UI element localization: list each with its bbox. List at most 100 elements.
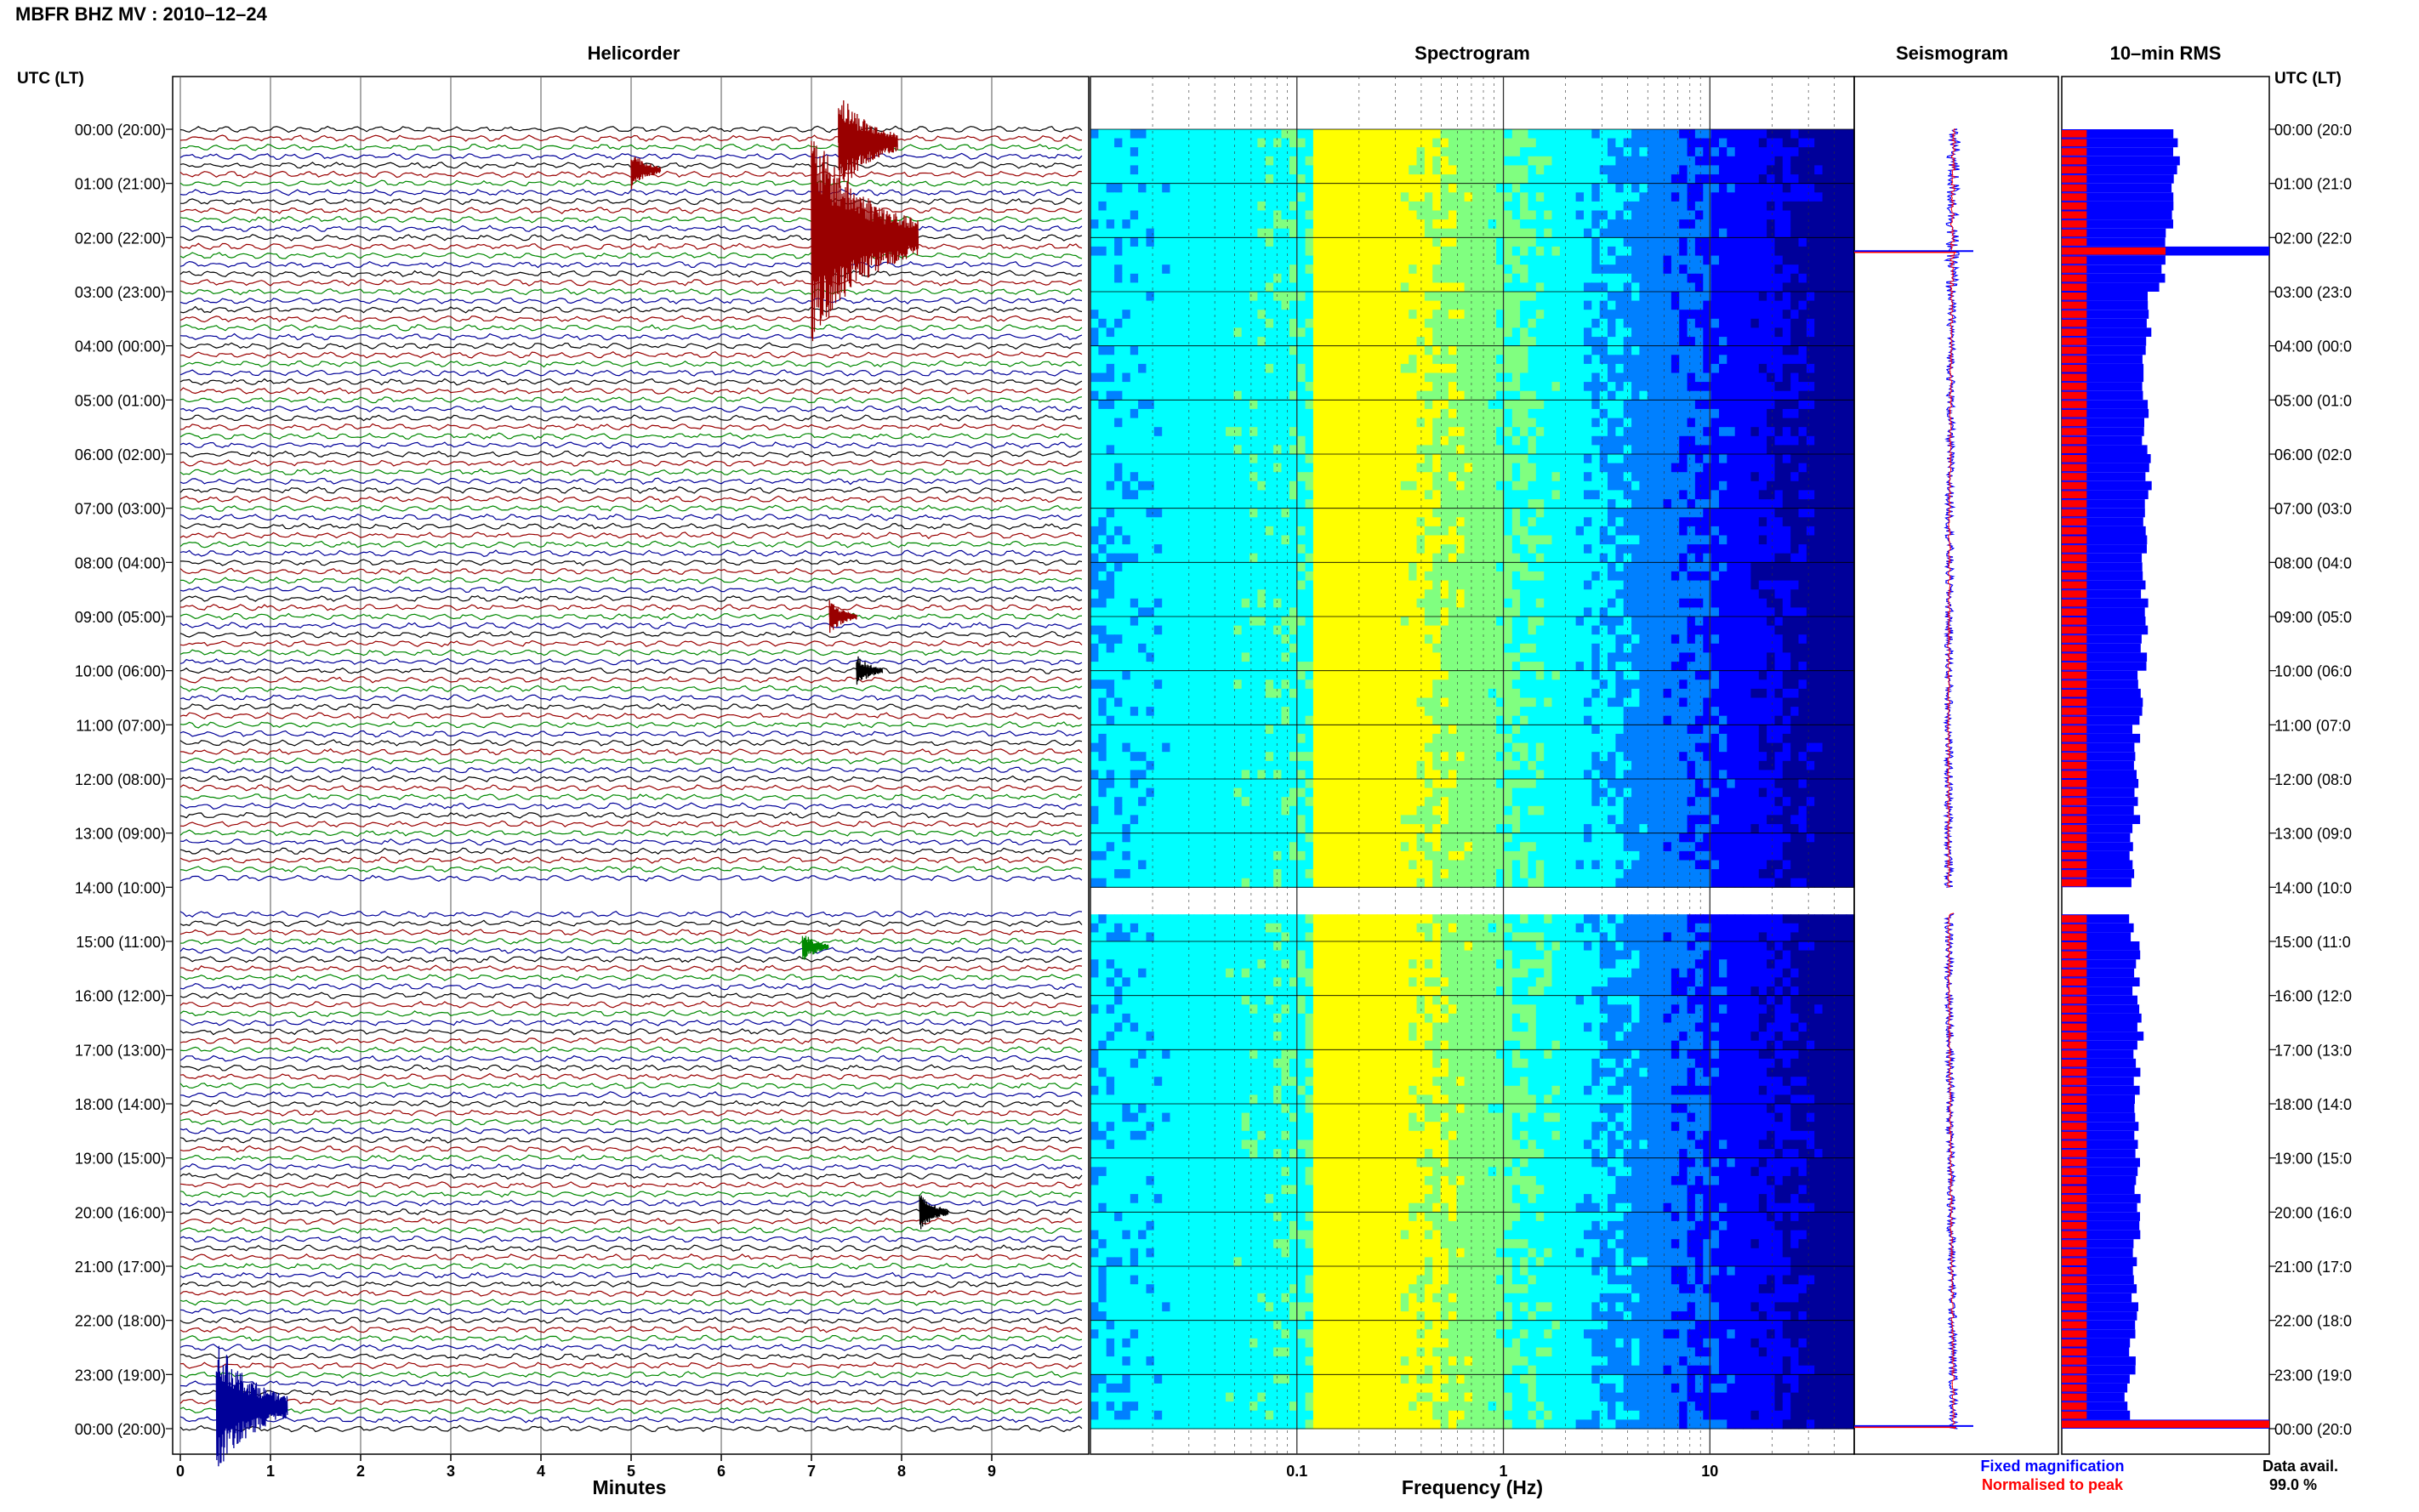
spectrogram-cell <box>1830 390 1839 401</box>
spectrogram-cell <box>1511 219 1521 230</box>
spectrogram-cell <box>1305 535 1314 545</box>
spectrogram-cell <box>1608 472 1616 482</box>
spectrogram-cell <box>1758 282 1767 293</box>
spectrogram-cell <box>1329 192 1338 202</box>
spectrogram-cell <box>1814 228 1824 238</box>
helicorder-trace <box>179 297 1083 304</box>
spectrogram-cell <box>1774 480 1784 491</box>
spectrogram-cell <box>1822 472 1831 482</box>
spectrogram-cell <box>1615 337 1625 347</box>
spectrogram-cell <box>1273 499 1283 509</box>
spectrogram-cell <box>1694 480 1704 491</box>
spectrogram-cell <box>1559 435 1568 446</box>
spectrogram-cell <box>1392 382 1402 392</box>
spectrogram-cell <box>1233 156 1243 166</box>
spectrogram-cell <box>1153 300 1163 310</box>
spectrogram-cell <box>1193 264 1203 275</box>
spectrogram-cell <box>1305 165 1314 175</box>
spectrogram-cell <box>1265 418 1274 428</box>
spectrogram-cell <box>1153 418 1163 428</box>
spectrogram-cell <box>1210 345 1219 355</box>
spectrogram-cell <box>1767 174 1776 185</box>
spectrogram-cell <box>1162 445 1171 455</box>
spectrogram-cell <box>1114 435 1124 446</box>
spectrogram-cell <box>1814 553 1824 563</box>
spectrogram-cell <box>1623 435 1632 446</box>
spectrogram-cell <box>1170 390 1179 401</box>
spectrogram-cell <box>1774 300 1784 310</box>
spectrogram-cell <box>1806 517 1815 527</box>
spectrogram-cell <box>1153 499 1163 509</box>
spectrogram-cell <box>1202 264 1210 275</box>
spectrogram-cell <box>1153 292 1163 302</box>
spectrogram-cell <box>1472 273 1481 283</box>
spectrogram-cell <box>1647 138 1656 148</box>
spectrogram-cell <box>1305 427 1314 437</box>
spectrogram-cell <box>1790 219 1800 230</box>
spectrogram-cell <box>1352 480 1362 491</box>
spectrogram-cell <box>1814 472 1824 482</box>
spectrogram-cell <box>1551 337 1561 347</box>
spectrogram-cell <box>1114 517 1124 527</box>
spectrogram-cell <box>1416 544 1426 554</box>
spectrogram-cell <box>1758 454 1767 464</box>
spectrogram-cell <box>1186 571 1195 582</box>
spectrogram-cell <box>1345 246 1354 257</box>
spectrogram-cell <box>1568 355 1577 365</box>
spectrogram-cell <box>1265 480 1274 491</box>
spectrogram-cell <box>1249 345 1259 355</box>
spectrogram-cell <box>1584 228 1592 238</box>
spectrogram-cell <box>1575 129 1585 139</box>
helicorder-trace <box>179 414 1083 422</box>
spectrogram-cell <box>1599 138 1608 148</box>
spectrogram-cell <box>1798 499 1807 509</box>
spectrogram-cell <box>1202 454 1210 464</box>
spectrogram-cell <box>1568 562 1577 572</box>
spectrogram-cell <box>1679 363 1688 374</box>
spectrogram-cell <box>1233 400 1243 410</box>
spectrogram-cell <box>1806 282 1815 293</box>
spectrogram-cell <box>1432 571 1442 582</box>
spectrogram-cell <box>1352 156 1362 166</box>
spectrogram-cell <box>1162 147 1171 157</box>
spectrogram-cell <box>1608 562 1616 572</box>
spectrogram-cell <box>1249 138 1259 148</box>
spectrogram-cell <box>1361 499 1369 509</box>
spectrogram-cell <box>1210 382 1219 392</box>
spectrogram-cell <box>1392 535 1402 545</box>
spectrogram-cell <box>1226 372 1234 383</box>
spectrogram-cell <box>1369 435 1378 446</box>
spectrogram-cell <box>1608 363 1616 374</box>
spectrogram-cell <box>1352 408 1362 419</box>
spectrogram-cell <box>1153 345 1163 355</box>
spectrogram-cell <box>1655 282 1665 293</box>
spectrogram-cell <box>1241 183 1250 193</box>
helicorder-trace <box>179 305 1083 314</box>
spectrogram-cell <box>1822 526 1831 537</box>
spectrogram-cell <box>1551 526 1561 537</box>
spectrogram-cell <box>1162 390 1171 401</box>
spectrogram-cell <box>1655 355 1665 365</box>
spectrogram-cell <box>1472 418 1481 428</box>
spectrogram-cell <box>1488 490 1497 500</box>
spectrogram-cell <box>1098 292 1107 302</box>
spectrogram-cell <box>1138 237 1147 247</box>
spectrogram-cell <box>1226 300 1234 310</box>
spectrogram-cell <box>1687 445 1696 455</box>
spectrogram-cell <box>1504 129 1513 139</box>
spectrogram-cell <box>1193 345 1203 355</box>
spectrogram-cell <box>1655 292 1665 302</box>
spectrogram-cell <box>1520 174 1529 185</box>
spectrogram-cell <box>1281 355 1290 365</box>
spectrogram-cell <box>1822 435 1831 446</box>
spectrogram-cell <box>1488 201 1497 212</box>
spectrogram-cell <box>1114 327 1124 338</box>
spectrogram-cell <box>1496 318 1505 328</box>
spectrogram-cell <box>1312 435 1322 446</box>
spectrogram-cell <box>1608 517 1616 527</box>
spectrogram-cell <box>1551 318 1561 328</box>
spectrogram-cell <box>1806 201 1815 212</box>
spectrogram-cell <box>1265 138 1274 148</box>
spectrogram-cell <box>1130 408 1139 419</box>
spectrogram-cell <box>1376 517 1386 527</box>
